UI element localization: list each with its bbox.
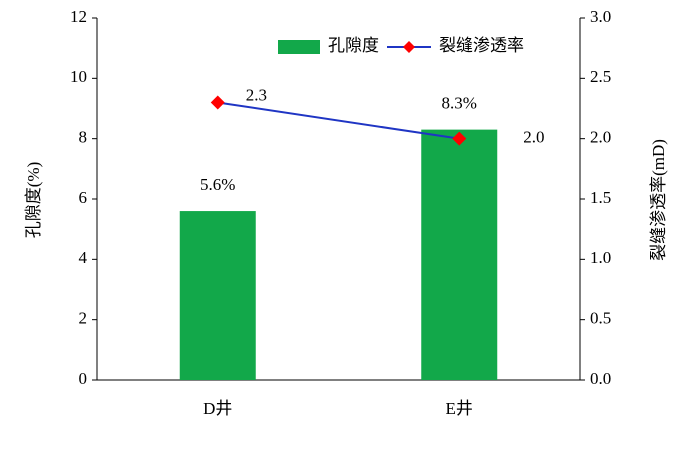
legend-label: 裂缝渗透率 xyxy=(439,36,524,55)
y-tick-label: 8 xyxy=(79,128,88,147)
y2-tick-label: 0.0 xyxy=(590,369,611,388)
y-tick-label: 10 xyxy=(70,67,87,86)
y-tick-label: 6 xyxy=(79,188,88,207)
legend-label: 孔隙度 xyxy=(328,36,379,55)
y-tick-label: 0 xyxy=(79,369,88,388)
y2-tick-label: 2.0 xyxy=(590,128,611,147)
data-label: 8.3% xyxy=(442,94,477,113)
data-label: 5.6% xyxy=(200,175,235,194)
data-label: 2.0 xyxy=(523,128,544,147)
y-tick-label: 4 xyxy=(79,248,88,267)
legend-swatch xyxy=(278,40,320,54)
y-tick-label: 2 xyxy=(79,309,88,328)
y-axis-title: 孔隙度(%) xyxy=(24,162,43,238)
bar xyxy=(421,129,498,380)
y2-tick-label: 3.0 xyxy=(590,7,611,26)
y2-tick-label: 0.5 xyxy=(590,309,611,328)
legend-marker xyxy=(403,41,415,53)
y2-tick-label: 1.0 xyxy=(590,248,611,267)
bar xyxy=(179,211,256,380)
y2-tick-label: 2.5 xyxy=(590,67,611,86)
marker xyxy=(210,95,225,110)
line xyxy=(217,101,460,140)
y2-tick-label: 1.5 xyxy=(590,188,611,207)
y-tick-label: 12 xyxy=(70,7,87,26)
marker xyxy=(452,131,467,146)
x-tick-label: E井 xyxy=(446,399,473,418)
data-label: 2.3 xyxy=(246,85,267,104)
x-tick-label: D井 xyxy=(203,399,232,418)
y2-axis-title: 裂缝渗透率(mD) xyxy=(649,139,668,261)
